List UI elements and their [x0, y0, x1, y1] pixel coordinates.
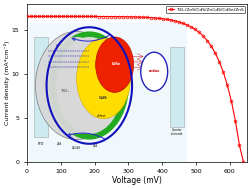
- Y-axis label: Current density (mA*cm⁻²): Current density (mA*cm⁻²): [4, 41, 10, 125]
- X-axis label: Voltage (mV): Voltage (mV): [112, 176, 161, 185]
- Legend: TiO₂/ZnS/CdS/ZnCdS/CdSe/ZnS: TiO₂/ZnS/CdS/ZnCdS/CdSe/ZnS: [166, 6, 244, 13]
